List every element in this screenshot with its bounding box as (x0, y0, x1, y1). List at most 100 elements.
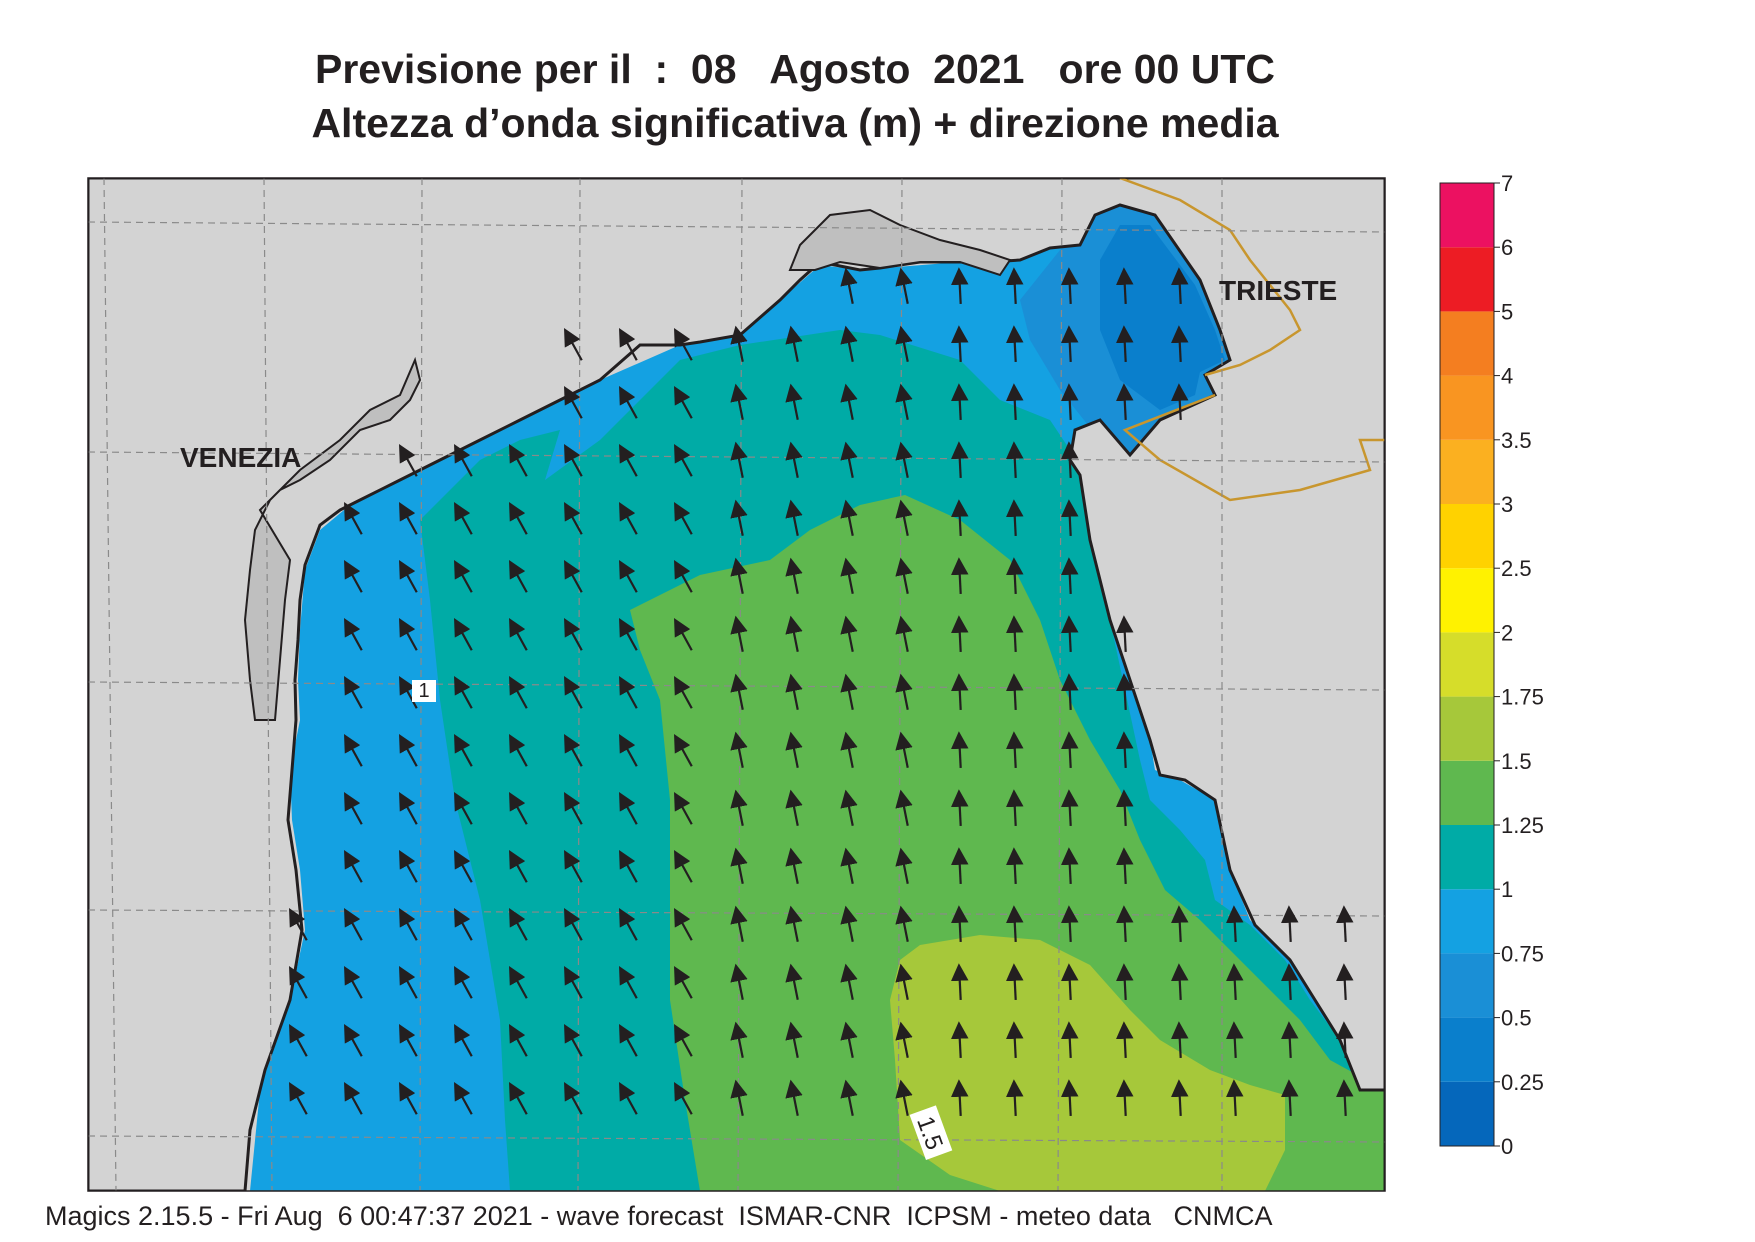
colorbar-label: 5 (1501, 299, 1513, 324)
wave-arrow (454, 1024, 473, 1057)
wave-arrow (1115, 1079, 1134, 1117)
wave-arrow (1115, 731, 1134, 769)
land-venice-lagoon (243, 356, 422, 721)
colorbar-band (1440, 247, 1494, 312)
wave-arrow (289, 908, 308, 941)
colorbar-label: 1 (1501, 877, 1513, 902)
colorbar-band (1440, 568, 1494, 633)
wave-arrow (509, 734, 528, 767)
wave-arrow (1335, 963, 1354, 1001)
colorbar-label: 4 (1501, 364, 1513, 389)
colorbar-band (1440, 953, 1494, 1018)
sea-1.5-1.75 (890, 935, 1285, 1191)
colorbar-band (1440, 375, 1494, 440)
wave-arrow (730, 963, 748, 1000)
wave-arrow (399, 1082, 418, 1115)
wave-arrow (785, 615, 803, 652)
wave-arrow (564, 328, 583, 361)
wave-arrow (1060, 267, 1079, 305)
wave-arrow (619, 618, 638, 651)
wave-arrow (950, 905, 969, 943)
wave-arrow (344, 502, 363, 535)
wave-arrow (785, 731, 803, 768)
colorbar-band (1440, 632, 1494, 697)
colorbar-label: 7 (1501, 171, 1513, 196)
wave-arrow (785, 499, 803, 536)
wave-arrow (730, 499, 748, 536)
colorbar-label: 1.75 (1501, 685, 1544, 710)
wave-arrow (1005, 499, 1024, 537)
wave-arrow (454, 444, 473, 477)
wave-arrow (785, 963, 803, 1000)
wave-arrow (1115, 615, 1134, 653)
colorbar-band (1440, 1081, 1494, 1146)
wave-arrow (564, 792, 583, 825)
wave-arrow (344, 792, 363, 825)
wave-arrow (1225, 1021, 1244, 1059)
wave-arrow (1060, 383, 1079, 421)
wave-arrow (950, 673, 969, 711)
wave-arrow (509, 966, 528, 999)
wave-arrow (619, 850, 638, 883)
wave-arrow (1005, 847, 1024, 885)
wave-arrow (289, 966, 308, 999)
wave-arrow (840, 1079, 858, 1116)
wave-arrow (730, 789, 748, 826)
wave-arrow (895, 267, 913, 304)
wave-arrow (1335, 1079, 1354, 1117)
wave-arrow (895, 325, 913, 362)
wave-arrow (950, 1021, 969, 1059)
wave-arrow (344, 1024, 363, 1057)
wave-arrow (344, 560, 363, 593)
wave-arrow (730, 905, 748, 942)
wave-arrow (1060, 325, 1079, 363)
wave-arrow (785, 789, 803, 826)
wave-arrow (564, 966, 583, 999)
wave-arrow (730, 673, 748, 710)
wave-arrow (509, 618, 528, 651)
wave-arrow (619, 502, 638, 535)
wave-arrow (950, 441, 969, 479)
wave-arrow (1170, 1079, 1189, 1117)
wave-arrow (840, 1021, 858, 1058)
colorbar-band (1440, 825, 1494, 890)
wave-arrow (344, 966, 363, 999)
wave-arrow (509, 560, 528, 593)
wave-arrow (895, 1079, 913, 1116)
contour-label-1: 1 (412, 680, 436, 702)
wave-arrow (1115, 963, 1134, 1001)
wave-arrow (1005, 615, 1024, 653)
wave-arrow (895, 905, 913, 942)
wave-arrow (399, 618, 418, 651)
land-grado-lagoon (788, 208, 1012, 277)
wave-arrow (730, 325, 748, 362)
wave-arrow (674, 676, 693, 709)
wave-arrow (1115, 673, 1134, 711)
wave-arrow (730, 557, 748, 594)
colorbar-band (1440, 439, 1494, 504)
wave-arrow (1115, 1021, 1134, 1059)
wave-arrow (674, 908, 693, 941)
wave-arrow (344, 734, 363, 767)
wave-arrow (674, 618, 693, 651)
wave-arrow (785, 1021, 803, 1058)
wave-arrow (840, 499, 858, 536)
wave-arrow (564, 444, 583, 477)
colorbar-band (1440, 1017, 1494, 1082)
wave-arrow (950, 383, 969, 421)
wave-arrow (1005, 557, 1024, 595)
wave-arrow (1280, 1079, 1299, 1117)
wave-arrow (840, 267, 858, 304)
wave-arrow (950, 963, 969, 1001)
wave-arrow (619, 444, 638, 477)
wave-arrow (895, 1021, 913, 1058)
wave-arrow (1170, 383, 1189, 421)
wave-arrow (399, 560, 418, 593)
wave-arrow (785, 1079, 803, 1116)
forecast-date-title: Previsione per il : 08 Agosto 2021 ore 0… (314, 46, 1276, 92)
colorbar-label: 2 (1501, 620, 1513, 645)
wave-arrow (1060, 441, 1079, 479)
wave-arrow (454, 560, 473, 593)
wave-arrow (564, 676, 583, 709)
colorbar-label: 0 (1501, 1134, 1513, 1159)
